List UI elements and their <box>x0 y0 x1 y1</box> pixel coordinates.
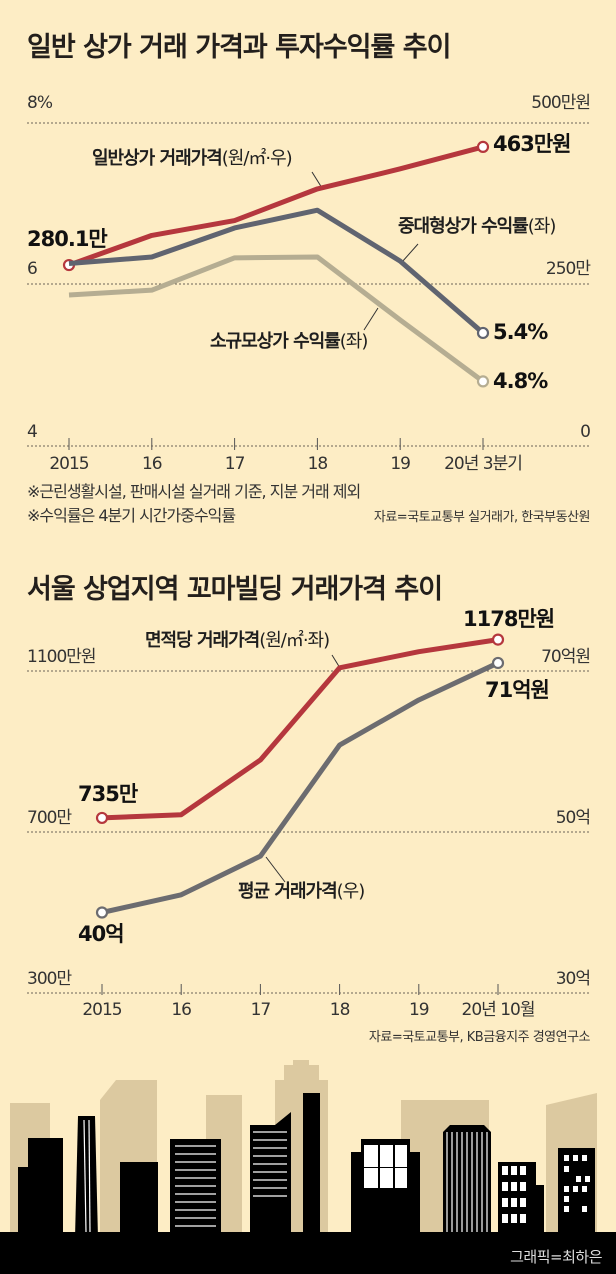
data-point-marker <box>476 326 490 340</box>
x-axis-label: 17 <box>250 1000 272 1020</box>
x-axis-label: 20년 10월 <box>461 1000 536 1020</box>
series-unit: (원/㎡·우) <box>221 148 293 169</box>
chart1-large-series-label: 중대형상가 수익률(좌) <box>398 216 557 237</box>
x-axis-label: 17 <box>224 454 246 474</box>
chart2-right-tick-50: 50억 <box>555 808 591 828</box>
data-point-marker <box>476 140 490 154</box>
chart2-price-end-label: 1178만원 <box>463 607 555 631</box>
chart2-left-tick-1100: 1100만원 <box>27 647 97 667</box>
chart1-right-tick-0: 0 <box>580 422 591 442</box>
series-line-0 <box>68 144 484 268</box>
leader-line <box>311 171 323 189</box>
building-stripes <box>83 1119 488 1233</box>
city-skyline-illustration <box>0 1060 616 1274</box>
chart1-right-tick-250: 250만 <box>545 259 591 279</box>
x-axis-label: 18 <box>307 454 329 474</box>
series-unit: (원/㎡·좌) <box>259 630 330 651</box>
chart1-price-start-label: 280.1만 <box>27 227 108 251</box>
data-point-marker <box>491 633 505 646</box>
leader-line <box>401 243 419 263</box>
chart1-left-tick-8: 8% <box>27 93 53 113</box>
chart1-title: 일반 상가 거래 가격과 투자수익률 추이 <box>27 32 451 63</box>
series-unit: (좌) <box>339 331 369 352</box>
data-point-marker <box>491 656 505 670</box>
chart1-source: 자료=국토교통부 실거래가, 한국부동산원 <box>373 510 591 525</box>
chart1-small-series-label: 소규모상가 수익률(좌) <box>210 331 369 352</box>
x-axis-label: 19 <box>390 454 411 474</box>
chart2-title: 서울 상업지역 꼬마빌딩 거래가격 추이 <box>27 574 443 605</box>
series-line-2 <box>68 254 485 384</box>
data-point-marker <box>95 906 109 919</box>
chart2-price-start-label: 735만 <box>78 782 138 806</box>
chart2-source: 자료=국토교통부, KB금융지주 경영연구소 <box>368 1030 591 1045</box>
graphic-credit: 그래픽=최하은 <box>510 1248 602 1266</box>
series-unit: (우) <box>336 881 366 902</box>
x-axis-label: 2015 <box>49 454 89 474</box>
leader-line <box>363 307 379 331</box>
x-axis-label: 16 <box>171 1000 192 1020</box>
building-windows <box>364 1145 590 1223</box>
series-line-1 <box>101 660 500 915</box>
chart1-note-1: ※근린생활시설, 판매시설 실거래 기준, 지분 거래 제외 <box>27 482 361 501</box>
chart1-right-tick-500: 500만원 <box>531 93 591 113</box>
chart1-small-end-label: 4.8% <box>493 369 548 393</box>
data-point-marker <box>476 375 490 388</box>
chart1-price-series-label: 일반상가 거래가격(원/㎡·우) <box>92 148 293 169</box>
chart2-avg-end-label: 71억원 <box>485 678 550 702</box>
series-name: 면적당 거래가격 <box>145 630 260 651</box>
chart-plots <box>27 122 590 995</box>
chart2-right-tick-70: 70억원 <box>541 647 591 667</box>
chart1-left-tick-4: 4 <box>27 422 38 442</box>
chart1-note-2: ※수익률은 4분기 시간가중수익률 <box>27 506 236 525</box>
x-axis-label: 2015 <box>82 1000 122 1020</box>
chart2-avg-start-label: 40억 <box>78 922 125 946</box>
x-axis-label: 19 <box>408 1000 430 1020</box>
series-name: 일반상가 거래가격 <box>92 148 223 169</box>
series-line-1 <box>68 207 485 335</box>
leader-line <box>265 856 286 883</box>
series-unit: (좌) <box>527 216 557 237</box>
chart2-avg-series-label: 평균 거래가격(우) <box>238 881 366 902</box>
data-point-marker <box>95 811 109 825</box>
series-name: 소규모상가 수익률 <box>210 331 341 352</box>
chart2-right-tick-30: 30억 <box>555 969 591 989</box>
series-line-0 <box>101 637 499 821</box>
chart2-price-series-label: 면적당 거래가격(원/㎡·좌) <box>145 630 330 651</box>
series-name: 중대형상가 수익률 <box>398 216 529 237</box>
chart1-left-tick-6: 6 <box>27 259 38 279</box>
x-axis-label: 20년 3분기 <box>444 454 523 474</box>
x-axis-label: 16 <box>141 454 163 474</box>
chart2-left-tick-300: 300만 <box>27 969 72 989</box>
x-axis-label: 18 <box>329 1000 351 1020</box>
series-name: 평균 거래가격 <box>238 881 338 902</box>
chart1-price-end-label: 463만원 <box>493 132 571 156</box>
chart1-large-end-label: 5.4% <box>493 320 548 344</box>
chart2-left-tick-700: 700만 <box>27 808 72 828</box>
